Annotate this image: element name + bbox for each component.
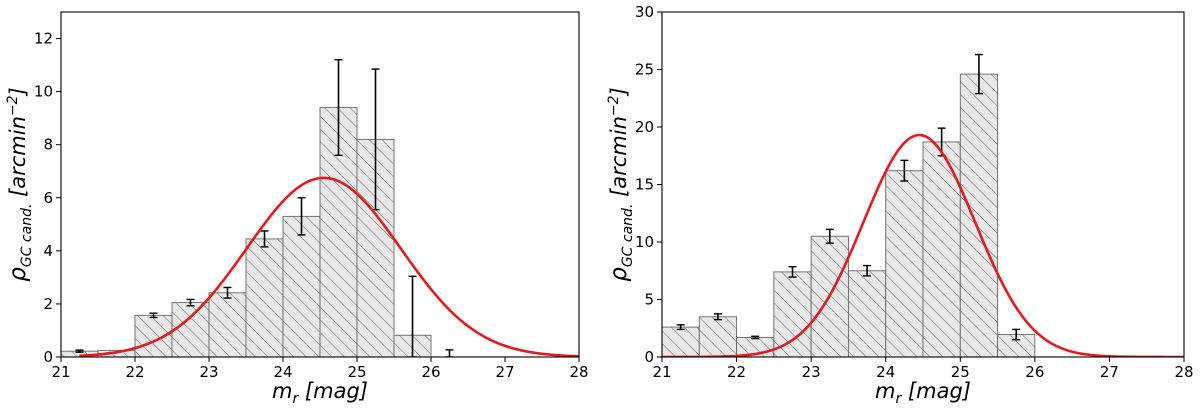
x-tick-label: 22: [727, 363, 746, 381]
y-tick-label: 4: [43, 242, 53, 260]
y-tick-label: 10: [34, 83, 53, 101]
y-tick-label: 0: [644, 348, 654, 366]
y-tick-label: 0: [43, 348, 53, 366]
histogram-bar: [208, 292, 247, 357]
histogram-bar: [773, 271, 812, 357]
histogram-bar: [847, 270, 887, 357]
y-tick-label: 6: [43, 189, 53, 207]
x-tick-label: 26: [1025, 363, 1044, 381]
histogram-bar: [885, 170, 924, 357]
y-tick-label: 8: [43, 136, 53, 154]
y-axis-label: ρGC cand. [arcmin−2]: [5, 87, 35, 282]
x-tick-label: 21: [652, 363, 671, 381]
histogram-bar: [959, 73, 999, 357]
x-tick-label: 27: [1100, 363, 1119, 381]
y-tick-label: 5: [644, 291, 654, 309]
x-tick-label: 28: [1174, 363, 1193, 381]
histogram-bar: [698, 316, 738, 357]
y-tick-label: 20: [635, 118, 654, 136]
y-tick-label: 2: [43, 295, 53, 313]
y-tick-label: 30: [635, 3, 654, 21]
x-tick-label: 25: [347, 363, 366, 381]
y-axis-label: ρGC cand. [arcmin−2]: [606, 87, 636, 282]
y-tick-label: 15: [635, 176, 654, 194]
x-tick-label: 27: [495, 363, 514, 381]
gaussian-fit-curve: [662, 133, 1184, 357]
x-tick-label: 23: [199, 363, 218, 381]
y-tick-label: 10: [635, 233, 654, 251]
x-tick-label: 26: [421, 363, 440, 381]
error-bars: [676, 53, 1021, 341]
x-tick-label: 22: [125, 363, 144, 381]
histogram-bar: [245, 238, 284, 357]
x-tick-label: 23: [802, 363, 821, 381]
y-tick-label: 25: [635, 61, 654, 79]
x-axis-label: mr [mag]: [875, 379, 971, 407]
error-bars: [75, 59, 454, 357]
x-tick-label: 24: [273, 363, 292, 381]
x-axis-label: mr [mag]: [272, 379, 368, 407]
x-tick-label: 28: [569, 363, 588, 381]
axes-frame: [60, 11, 580, 358]
x-tick-label: 25: [951, 363, 970, 381]
right-histogram-panel: 21 22 23 24 25 26 27 28 0 5 10 15 20 25 30 mr [mag] ρGC …: [606, 3, 1194, 407]
histogram-bar: [171, 302, 210, 357]
gaussian-fit-curve: [79, 176, 579, 357]
x-tick-label: 24: [876, 363, 895, 381]
x-tick-label: 21: [51, 363, 70, 381]
y-tick-label: 12: [34, 30, 53, 48]
histogram-bar: [662, 326, 700, 357]
histogram-bar: [282, 215, 321, 357]
